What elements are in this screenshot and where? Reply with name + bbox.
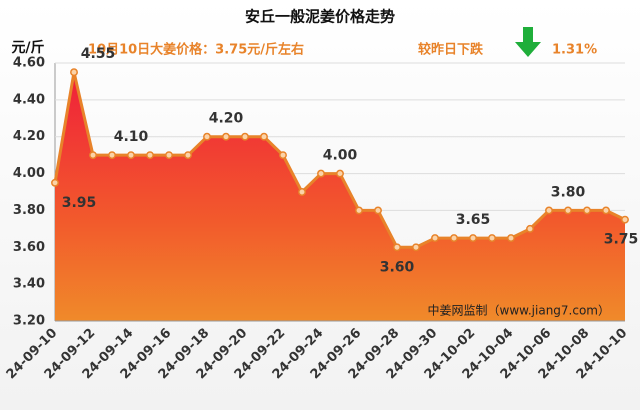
change-value: 1.31% <box>552 43 597 58</box>
watermark: 中姜网监制（www.jiang7.com） <box>428 303 610 318</box>
point <box>450 234 458 243</box>
area <box>55 72 625 321</box>
point <box>526 224 534 233</box>
y-unit: 元/斤 <box>11 39 44 56</box>
y-tick-label: 3.80 <box>13 203 45 218</box>
y-tick-label: 3.40 <box>13 277 45 292</box>
point <box>146 151 154 160</box>
point <box>355 206 363 215</box>
y-tick-label: 4.00 <box>13 166 45 181</box>
point <box>317 169 325 178</box>
point <box>469 234 477 243</box>
point <box>488 234 496 243</box>
point <box>602 206 610 215</box>
point <box>203 132 211 141</box>
data-label: 4.00 <box>323 148 358 164</box>
subtitle: 10月10日大姜价格：3.75元/斤左右 <box>88 42 304 58</box>
down-arrow <box>515 27 541 57</box>
point <box>260 132 268 141</box>
y-tick-label: 4.60 <box>13 56 45 71</box>
point <box>165 151 173 160</box>
data-label: 4.10 <box>114 129 149 145</box>
point <box>108 151 116 160</box>
point <box>222 132 230 141</box>
point <box>70 68 78 77</box>
point <box>298 188 306 196</box>
chart-title: 安丘一般泥姜价格走势 <box>245 8 395 26</box>
point <box>412 243 420 252</box>
data-label: 3.95 <box>62 195 97 211</box>
point <box>545 206 553 215</box>
point <box>184 151 192 160</box>
point <box>51 178 59 187</box>
point <box>431 234 439 243</box>
point <box>127 151 135 160</box>
point <box>241 132 249 141</box>
data-label: 3.80 <box>551 184 586 200</box>
change-label: 较昨日下跌 <box>418 42 484 58</box>
data-label: 4.55 <box>81 46 116 62</box>
point <box>583 206 591 215</box>
y-tick-label: 3.60 <box>13 240 45 255</box>
point <box>393 243 401 252</box>
data-label: 4.20 <box>209 111 244 127</box>
point <box>564 206 572 215</box>
point <box>89 151 97 160</box>
point <box>336 169 344 178</box>
y-tick-label: 4.40 <box>13 92 45 107</box>
y-tick-label: 3.20 <box>13 314 45 329</box>
point <box>374 206 382 215</box>
data-label: 3.75 <box>604 232 639 248</box>
y-tick-label: 4.20 <box>13 129 45 144</box>
point <box>279 151 287 160</box>
point <box>621 215 629 224</box>
data-label: 3.65 <box>456 212 491 228</box>
point <box>507 234 515 243</box>
data-label: 3.60 <box>380 259 415 275</box>
